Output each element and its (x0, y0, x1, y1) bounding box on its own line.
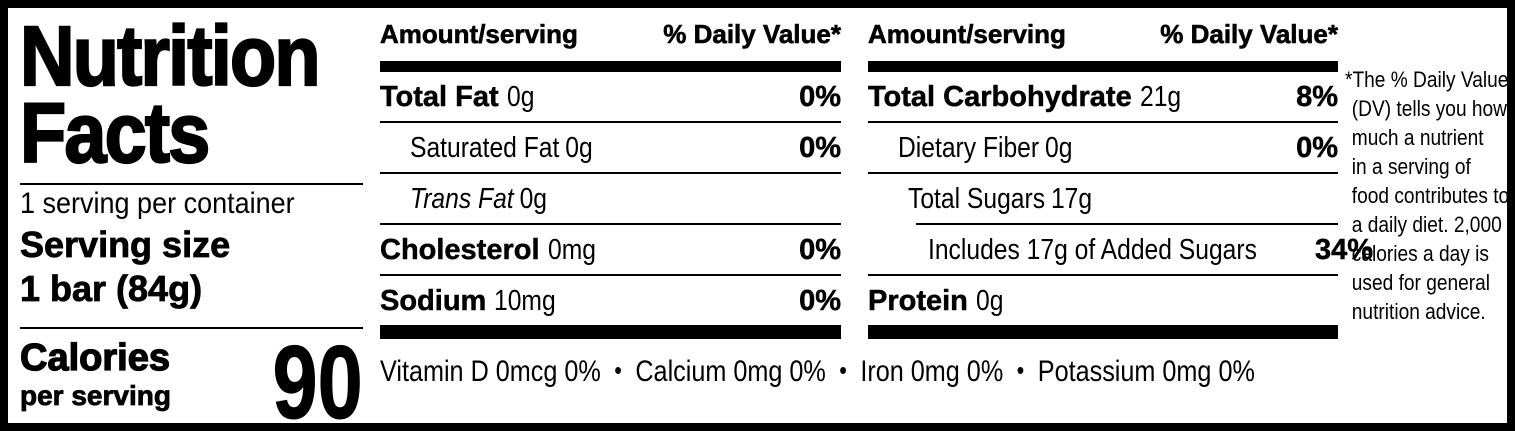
nutrient-name-amount: Saturated Fat 0g (410, 132, 593, 164)
footnote-line: much a nutrient (1351, 125, 1484, 150)
title-line-1: Nutrition (19, 9, 321, 103)
servings-per-container: 1 serving per container (20, 187, 295, 220)
label-title: Nutrition Facts (19, 9, 329, 180)
thick-rule-bottom (380, 325, 841, 339)
row-protein: Protein 0g (868, 276, 1338, 325)
row-divider (868, 274, 1338, 276)
column-header: Amount/serving % Daily Value* (868, 16, 1339, 52)
daily-value: 8% (1296, 81, 1338, 114)
bullet-separator: • (614, 355, 622, 385)
row-divider (868, 172, 1338, 174)
row-divider-inset (916, 223, 1338, 225)
thick-rule (380, 61, 841, 72)
footnote-line: calories a day is (1351, 241, 1489, 266)
calories-divider (20, 327, 363, 329)
serving-info-section: Nutrition Facts 1 serving per container … (19, 9, 363, 431)
thick-rule (868, 61, 1338, 72)
nutrient-column-right: Amount/serving % Daily Value* Total Carb… (868, 16, 1373, 339)
daily-value: 34% (1314, 234, 1374, 267)
row-divider (380, 274, 841, 276)
bullet-separator: • (1016, 355, 1025, 385)
footnote-line: a daily diet. 2,000 (1351, 212, 1502, 237)
row-divider (868, 121, 1338, 123)
daily-value: 0% (799, 234, 841, 267)
calories-label-block: Calories per serving (19, 336, 172, 423)
column-header: Amount/serving % Daily Value* (380, 16, 842, 52)
footnote-line: (DV) tells you how (1351, 96, 1507, 121)
footnote-line: used for general (1351, 270, 1491, 295)
footnote-line: food contributes to (1351, 183, 1510, 208)
micronutrient-potassium: Potassium 0mg 0% (1037, 355, 1255, 388)
row-sodium: Sodium 10mg 0% (380, 276, 842, 325)
serving-size-value: 1 bar (84g) (20, 268, 203, 310)
nutrient-name-amount: Protein 0g (868, 285, 1004, 318)
micronutrient-calcium: Calcium 0mg 0% (635, 355, 826, 388)
row-total-sugars: Total Sugars 17g (868, 174, 1338, 223)
title-line-2: Facts (19, 86, 211, 180)
amount-per-serving-header: Amount/serving (380, 19, 579, 50)
calories-row: Calories per serving 90 (19, 325, 363, 431)
daily-value-header: % Daily Value* (663, 19, 841, 50)
bullet-separator: • (839, 355, 847, 385)
daily-value: 0% (799, 285, 841, 318)
nutrient-column-left: Amount/serving % Daily Value* Total Fat 0… (380, 16, 841, 339)
nutrient-name-amount: Total Fat 0g (380, 81, 535, 114)
nutrient-name-amount: Sodium 10mg (380, 285, 557, 318)
row-trans-fat: Trans Fat 0g (380, 174, 841, 223)
calories-value: 90 (272, 325, 363, 431)
title-divider (20, 183, 363, 185)
amount-per-serving-header: Amount/serving (868, 19, 1067, 50)
serving-size-label: Serving size (20, 224, 231, 266)
row-divider (380, 121, 841, 123)
nutrient-name-amount: Trans Fat 0g (410, 183, 548, 215)
daily-value-header: % Daily Value* (1160, 19, 1338, 50)
thick-rule-bottom (868, 325, 1338, 339)
row-total-carbohydrate: Total Carbohydrate 21g 8% (868, 72, 1338, 121)
daily-value: 0% (1296, 132, 1338, 165)
nutrient-name-amount: Total Sugars 17g (908, 183, 1093, 215)
calories-label: Calories (19, 336, 170, 379)
row-saturated-fat: Saturated Fat 0g 0% (380, 123, 841, 172)
nutrient-name-amount: Cholesterol 0mg (380, 234, 596, 267)
footnote-line: in a serving of (1351, 154, 1471, 179)
micronutrients-line: Vitamin D 0mcg 0% • Calcium 0mg 0% • Iron 0m… (380, 350, 1255, 392)
daily-value: 0% (799, 81, 841, 114)
nutrient-name-amount: Total Carbohydrate 21g (868, 81, 1181, 114)
micronutrient-iron: Iron 0mg 0% (860, 355, 1004, 388)
daily-value-footnote: *The % Daily Value (DV) tells you how mu… (1345, 65, 1510, 326)
row-cholesterol: Cholesterol 0mg 0% (380, 225, 841, 274)
row-added-sugars: Includes 17g of Added Sugars 34% (868, 225, 1373, 274)
row-total-fat: Total Fat 0g 0% (380, 72, 841, 121)
nutrient-name-amount: Includes 17g of Added Sugars (928, 234, 1257, 266)
daily-value: 0% (799, 132, 841, 165)
nutrient-name-amount: Dietary Fiber 0g (898, 132, 1073, 164)
calories-sublabel: per serving (20, 380, 172, 412)
row-divider (380, 223, 841, 225)
row-dietary-fiber: Dietary Fiber 0g 0% (868, 123, 1338, 172)
micronutrient-vitamin-d: Vitamin D 0mcg 0% (380, 355, 601, 388)
footnote-line: *The % Daily Value (1345, 67, 1509, 92)
footnote-line: nutrition advice. (1351, 299, 1486, 324)
row-divider (380, 172, 841, 174)
